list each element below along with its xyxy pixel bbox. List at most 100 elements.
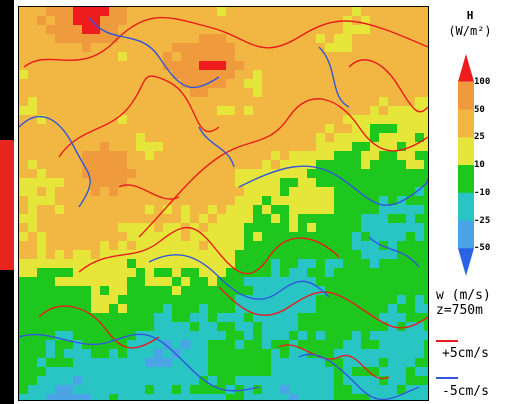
heatmap-cell bbox=[316, 25, 326, 35]
heatmap-cell bbox=[55, 313, 65, 323]
colorbar-tick-label: 10 bbox=[474, 160, 485, 170]
heatmap-cell bbox=[397, 7, 407, 17]
heatmap-cell bbox=[217, 115, 227, 125]
heatmap-cell bbox=[73, 331, 83, 341]
heatmap-cell bbox=[352, 43, 362, 53]
heatmap-cell bbox=[325, 16, 335, 26]
heatmap-cell bbox=[55, 97, 65, 107]
heatmap-cell bbox=[136, 34, 146, 44]
heatmap-cell bbox=[172, 322, 182, 332]
heatmap-cell bbox=[55, 331, 65, 341]
heatmap-cell bbox=[46, 241, 56, 251]
heatmap-cell bbox=[208, 223, 218, 233]
heatmap-cell bbox=[145, 133, 155, 143]
heatmap-cell bbox=[406, 385, 416, 395]
heatmap-cell bbox=[415, 43, 425, 53]
heatmap-cell bbox=[172, 223, 182, 233]
heatmap-cell bbox=[190, 70, 200, 80]
heatmap-cell bbox=[91, 394, 101, 400]
heatmap-cell bbox=[352, 214, 362, 224]
heatmap-cell bbox=[136, 322, 146, 332]
heatmap-cell bbox=[280, 385, 290, 395]
heatmap-cell bbox=[73, 385, 83, 395]
heatmap-cell bbox=[55, 322, 65, 332]
heatmap-cell bbox=[55, 88, 65, 98]
heatmap-cell bbox=[100, 169, 110, 179]
heatmap-cell bbox=[280, 106, 290, 116]
heatmap-cell bbox=[73, 25, 83, 35]
heatmap-cell bbox=[334, 376, 344, 386]
heatmap-cell bbox=[289, 277, 299, 287]
heatmap-cell bbox=[406, 16, 416, 26]
negative-contour-line bbox=[19, 333, 260, 392]
heatmap-cell bbox=[163, 313, 173, 323]
heatmap-cell bbox=[172, 187, 182, 197]
heatmap-cell bbox=[298, 25, 308, 35]
heatmap-cell bbox=[136, 124, 146, 134]
heatmap-cell bbox=[118, 16, 128, 26]
heatmap-cell bbox=[415, 142, 425, 152]
heatmap-cell bbox=[28, 241, 38, 251]
heatmap-cell bbox=[109, 340, 119, 350]
heatmap-cell bbox=[163, 142, 173, 152]
heatmap-cell bbox=[280, 331, 290, 341]
heatmap-cell bbox=[172, 394, 182, 400]
heatmap-cell bbox=[370, 106, 380, 116]
heatmap-cell bbox=[262, 34, 272, 44]
heatmap-cell bbox=[172, 385, 182, 395]
heatmap-cells bbox=[19, 7, 428, 400]
heatmap-cell bbox=[343, 268, 353, 278]
heatmap-cell bbox=[64, 196, 74, 206]
heatmap-cell bbox=[343, 142, 353, 152]
heatmap-cell bbox=[334, 394, 344, 400]
heatmap-cell bbox=[397, 331, 407, 341]
heatmap-cell bbox=[235, 196, 245, 206]
heatmap-cell bbox=[109, 349, 119, 359]
heatmap-cell bbox=[262, 142, 272, 152]
heatmap-cell bbox=[424, 322, 428, 332]
heatmap-cell bbox=[19, 313, 29, 323]
heatmap-cell bbox=[226, 160, 236, 170]
heatmap-cell bbox=[379, 34, 389, 44]
heatmap-cell bbox=[316, 340, 326, 350]
heatmap-cell bbox=[109, 304, 119, 314]
heatmap-cell bbox=[181, 232, 191, 242]
heatmap-cell bbox=[361, 340, 371, 350]
heatmap-cell bbox=[244, 133, 254, 143]
heatmap-cell bbox=[172, 259, 182, 269]
heatmap-cell bbox=[181, 106, 191, 116]
heatmap-cell bbox=[226, 385, 236, 395]
heatmap-cell bbox=[118, 313, 128, 323]
heatmap-cell bbox=[154, 187, 164, 197]
heatmap-cell bbox=[127, 151, 137, 161]
heatmap-cell bbox=[397, 133, 407, 143]
heatmap-cell bbox=[343, 187, 353, 197]
heatmap-cell bbox=[19, 169, 29, 179]
heatmap-cell bbox=[208, 52, 218, 62]
heatmap-cell bbox=[424, 277, 428, 287]
heatmap-cell bbox=[127, 214, 137, 224]
heatmap-cell bbox=[280, 241, 290, 251]
heatmap-cell bbox=[64, 7, 74, 17]
heatmap-cell bbox=[334, 304, 344, 314]
heatmap-cell bbox=[424, 259, 428, 269]
heatmap-cell bbox=[262, 241, 272, 251]
heatmap-cell bbox=[154, 61, 164, 71]
heatmap-cell bbox=[109, 52, 119, 62]
heatmap-cell bbox=[343, 79, 353, 89]
heatmap-cell bbox=[199, 286, 209, 296]
heatmap-cell bbox=[64, 259, 74, 269]
heatmap-cell bbox=[136, 376, 146, 386]
heatmap-cell bbox=[253, 61, 263, 71]
heatmap-cell bbox=[280, 349, 290, 359]
heatmap-cell bbox=[262, 385, 272, 395]
heatmap-cell bbox=[334, 106, 344, 116]
heatmap-cell bbox=[64, 250, 74, 260]
heatmap-cell bbox=[82, 385, 92, 395]
heatmap-cell bbox=[415, 7, 425, 17]
colorbar-segment bbox=[458, 220, 474, 249]
heatmap-cell bbox=[217, 34, 227, 44]
heatmap-cell bbox=[154, 268, 164, 278]
heatmap-cell bbox=[235, 313, 245, 323]
heatmap-cell bbox=[424, 358, 428, 368]
